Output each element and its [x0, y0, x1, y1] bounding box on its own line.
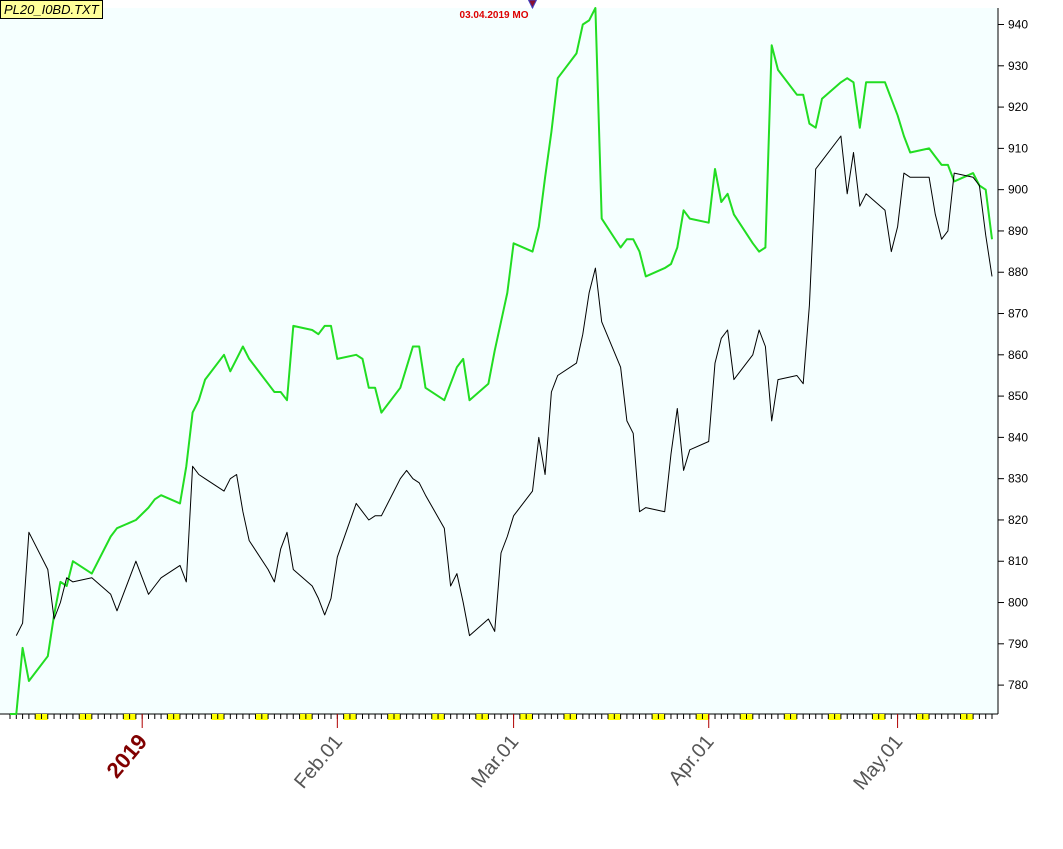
- y-tick-label: 800: [1008, 596, 1028, 610]
- y-tick-label: 850: [1008, 389, 1028, 403]
- x-labels: 2019 Feb.01 Mar.01 Apr.01 May.01: [101, 714, 907, 794]
- y-tick-label: 910: [1008, 141, 1028, 155]
- series-lines: [10, 7, 993, 715]
- marker-label: 03.04.2019 MO: [460, 10, 529, 21]
- month-label: Feb.01: [290, 731, 347, 793]
- y-tick-label: 900: [1008, 183, 1028, 197]
- y-tick-label: 780: [1008, 678, 1028, 692]
- file-name-label: PL20_I0BD.TXT: [0, 0, 103, 19]
- y-tick-label: 810: [1008, 554, 1028, 568]
- y-tick-label: 880: [1008, 265, 1028, 279]
- y-ticks: 780 790 800 810 820 830 840 850 860 870 880 890 900 9…: [998, 18, 1028, 692]
- y-tick-label: 840: [1008, 430, 1028, 444]
- x-tick-highlights: [35, 714, 974, 720]
- y-tick-label: 940: [1008, 18, 1028, 32]
- month-label: May.01: [849, 731, 907, 794]
- plot-background: [0, 8, 998, 714]
- y-tick-label: 930: [1008, 59, 1028, 73]
- y-tick-label: 790: [1008, 637, 1028, 651]
- x-ticks: [9, 714, 993, 719]
- month-label: Apr.01: [665, 731, 719, 789]
- y-tick-label: 830: [1008, 472, 1028, 486]
- green-series-line: [10, 7, 993, 715]
- peak-marker: 03.04.2019 MO: [460, 0, 538, 21]
- black-series-line: [15, 135, 993, 637]
- month-label: Mar.01: [467, 731, 523, 792]
- year-label: 2019: [101, 729, 152, 783]
- marker-arrow: [527, 0, 538, 10]
- y-tick-label: 920: [1008, 100, 1028, 114]
- y-tick-label: 860: [1008, 348, 1028, 362]
- y-tick-label: 890: [1008, 224, 1028, 238]
- y-tick-label: 820: [1008, 513, 1028, 527]
- y-tick-label: 870: [1008, 307, 1028, 321]
